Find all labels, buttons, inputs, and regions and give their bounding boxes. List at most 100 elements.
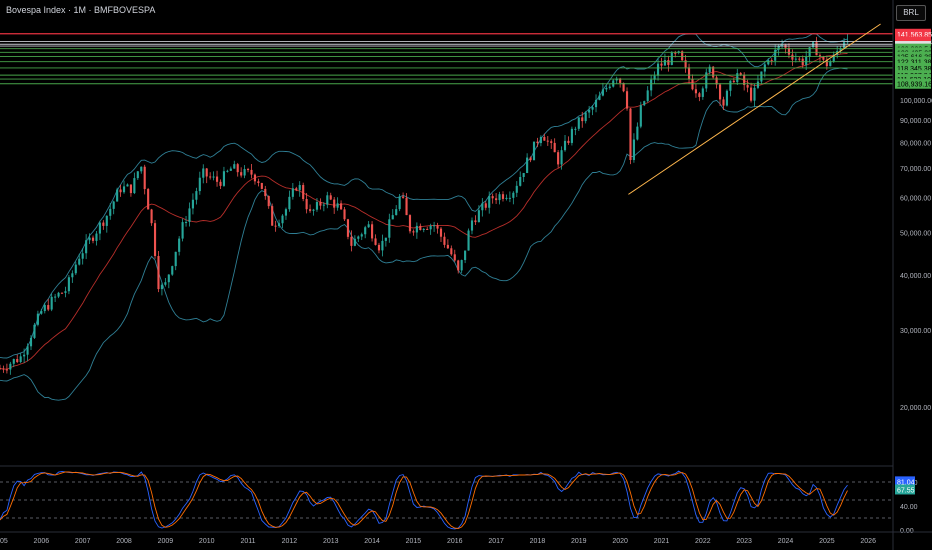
oscillator-d-line	[0, 471, 848, 529]
time-tick-label: 2017	[488, 538, 504, 545]
candle-body	[753, 87, 756, 101]
candle-body	[591, 107, 594, 110]
candle-body	[178, 238, 181, 252]
time-tick-label: 2010	[199, 538, 215, 545]
candle-body	[818, 55, 822, 57]
price-tick-label: 80,000.00	[900, 141, 931, 148]
candle-body	[319, 202, 322, 206]
candle-body	[684, 60, 687, 68]
time-tick-label: 2008	[116, 538, 132, 545]
candle-body	[646, 90, 649, 102]
level-tag	[895, 62, 931, 73]
candle-body	[19, 356, 22, 363]
candle-body	[467, 230, 470, 251]
candle-body	[557, 152, 560, 165]
candle-body	[295, 188, 298, 191]
candle-body	[353, 238, 356, 246]
candle-body	[619, 78, 622, 83]
candle-body	[656, 63, 660, 76]
candle-body	[219, 181, 222, 186]
candle-body	[519, 176, 522, 186]
candle-body	[457, 260, 460, 271]
candle-body	[419, 225, 422, 231]
candle-body	[377, 244, 381, 251]
candle-body	[126, 184, 129, 187]
candle-body	[43, 305, 46, 312]
candle-body	[357, 236, 360, 239]
candle-body	[433, 225, 436, 227]
oscillator-k-value: 81.04	[897, 479, 915, 486]
time-tick-label: 2016	[447, 538, 463, 545]
time-tick-label: 2009	[158, 538, 174, 545]
candle-body	[780, 44, 784, 46]
candle-body	[712, 66, 715, 78]
candle-body	[522, 173, 525, 177]
price-tick-label: 40,000.00	[900, 273, 931, 280]
candle-body	[749, 87, 753, 101]
candle-body	[577, 117, 580, 129]
candle-body	[588, 109, 591, 113]
candle-body	[198, 177, 201, 192]
candle-body	[570, 128, 573, 143]
candle-body	[298, 185, 301, 191]
time-tick-label: 2006	[34, 538, 50, 545]
candle-body	[33, 324, 36, 338]
candle-body	[174, 251, 177, 267]
candle-body	[822, 56, 825, 60]
candle-body	[26, 346, 29, 355]
candle-body	[715, 77, 718, 85]
oscillator-d-value: 67.55	[897, 487, 915, 494]
candle-body	[698, 93, 701, 97]
candle-body	[405, 197, 408, 216]
candle-body	[501, 194, 505, 199]
candle-body	[446, 244, 449, 249]
candle-body	[288, 196, 291, 210]
candle-body	[102, 222, 105, 226]
candle-body	[395, 209, 398, 216]
candle-body	[402, 196, 405, 198]
trendline[interactable]	[628, 23, 881, 195]
level-tag	[895, 28, 931, 39]
candle-body	[729, 80, 732, 91]
candle-body	[2, 368, 5, 370]
candle-body	[371, 224, 374, 239]
candle-body	[105, 215, 108, 226]
candle-body	[725, 90, 729, 106]
candle-body	[429, 225, 432, 230]
candle-body	[687, 67, 691, 80]
candle-body	[202, 168, 205, 178]
candle-body	[188, 208, 191, 222]
candle-body	[381, 240, 384, 251]
level-tag	[895, 56, 931, 67]
candle-body	[739, 73, 742, 75]
candle-body	[253, 174, 257, 182]
oscillator-tick-label: 40.00	[900, 504, 918, 511]
time-tick-label: 2018	[530, 538, 546, 545]
candle-body	[539, 136, 542, 144]
candle-body	[415, 225, 418, 233]
candle-body	[195, 191, 198, 200]
candle-body	[329, 195, 332, 200]
candle-body	[129, 184, 132, 194]
candle-body	[722, 99, 725, 106]
candle-body	[277, 223, 281, 227]
time-tick-label: 2019	[571, 538, 587, 545]
candle-body	[639, 105, 642, 127]
candle-body	[98, 222, 101, 234]
candle-body	[91, 237, 95, 241]
candle-body	[760, 71, 763, 82]
candle-body	[543, 136, 546, 141]
candle-body	[694, 89, 698, 94]
candle-body	[215, 176, 219, 182]
candle-body	[625, 91, 629, 109]
candle-body	[240, 172, 243, 176]
candle-body	[632, 139, 635, 160]
candle-body	[708, 66, 711, 73]
candle-body	[326, 195, 329, 205]
candle-body	[119, 189, 122, 193]
candle-body	[181, 222, 184, 239]
candle-body	[315, 202, 319, 210]
level-tag-label: 118,345.38	[897, 66, 932, 73]
currency-button[interactable]: BRL	[896, 5, 926, 21]
